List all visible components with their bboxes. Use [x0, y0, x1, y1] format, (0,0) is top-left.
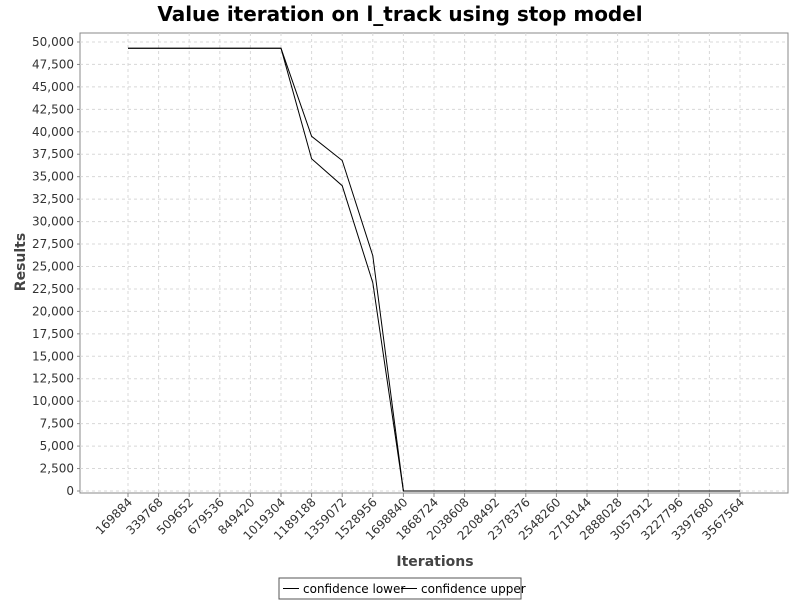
y-tick-label: 17,500	[32, 327, 74, 341]
y-tick-label: 32,500	[32, 192, 74, 206]
y-tick-label: 30,000	[32, 215, 74, 229]
legend-box	[278, 577, 522, 600]
y-tick-label: 42,500	[32, 102, 74, 116]
legend: confidence lower confidence upper	[278, 577, 526, 600]
y-tick-label: 25,000	[32, 259, 74, 273]
y-tick-label: 12,500	[32, 372, 74, 386]
y-axis-label: Results	[13, 233, 29, 291]
y-tick-label: 45,000	[32, 80, 74, 94]
y-tick-label: 40,000	[32, 125, 74, 139]
y-tick-label: 15,000	[32, 349, 74, 363]
y-tick-label: 47,500	[32, 57, 74, 71]
legend-entry: confidence upper	[421, 582, 526, 596]
y-tick-label: 35,000	[32, 170, 74, 184]
y-tick-label: 10,000	[32, 394, 74, 408]
y-tick-label: 2,500	[40, 462, 74, 476]
y-tick-label: 5,000	[40, 439, 74, 453]
chart-title: Value iteration on l_track using stop mo…	[157, 2, 642, 26]
y-tick-label: 20,000	[32, 304, 74, 318]
y-tick-label: 50,000	[32, 35, 74, 49]
x-axis-label: Iterations	[396, 554, 473, 570]
y-tick-label: 37,500	[32, 147, 74, 161]
y-tick-label: 22,500	[32, 282, 74, 296]
series-line-confidence-upper	[128, 47, 740, 492]
y-tick-label: 7,500	[40, 417, 74, 431]
legend-entry: confidence lower	[303, 582, 405, 596]
y-tick-label: 27,500	[32, 237, 74, 251]
y-tick-label: 0	[66, 484, 74, 498]
